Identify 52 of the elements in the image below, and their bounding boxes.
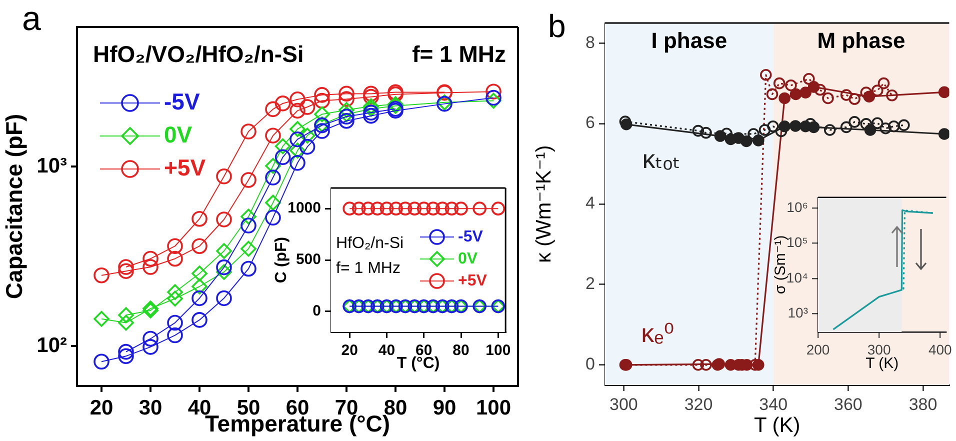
y-axis-title: C (pF) bbox=[273, 236, 290, 284]
y-tick-label: 0 bbox=[586, 354, 595, 374]
x-tick-label: 40 bbox=[378, 342, 396, 360]
x-tick-label: 300 bbox=[610, 394, 638, 414]
y-tick-label: 10⁵ bbox=[786, 234, 808, 250]
y-tick-label: 8 bbox=[586, 32, 595, 52]
y-tick-label: 10⁴ bbox=[786, 269, 808, 286]
x-tick-label: 20 bbox=[90, 396, 114, 420]
legend-label: -5V bbox=[458, 228, 484, 246]
x-tick-label: 100 bbox=[486, 342, 511, 360]
annotation: HfO₂/n-Si bbox=[336, 235, 404, 252]
x-tick-label: 380 bbox=[908, 394, 938, 414]
series-label: κₜₒₜ bbox=[642, 144, 680, 174]
y-axis-title: κ (Wm⁻¹K⁻¹) bbox=[532, 145, 556, 263]
y-tick-label: 10³ bbox=[788, 304, 808, 320]
annotation: HfO₂/VO₂/HfO₂/n-Si bbox=[93, 41, 304, 67]
legend-label: -5V bbox=[164, 88, 200, 114]
x-tick-label: 100 bbox=[476, 396, 512, 420]
x-tick-label: 360 bbox=[834, 394, 862, 414]
y-tick-label: 0 bbox=[312, 302, 321, 320]
chart-title: a bbox=[22, 0, 41, 38]
chart-title: b bbox=[548, 8, 566, 44]
y-tick-label: 10³ bbox=[36, 154, 67, 178]
x-tick-label: 340 bbox=[759, 394, 788, 414]
y-tick-label: 500 bbox=[296, 251, 321, 268]
x-tick-label: 400 bbox=[928, 341, 952, 358]
legend-label: 0V bbox=[164, 121, 193, 148]
y-tick-label: 10² bbox=[36, 334, 67, 357]
x-tick-label: 300 bbox=[867, 341, 891, 358]
band-label: I phase bbox=[651, 28, 728, 54]
legend-label: +5V bbox=[164, 154, 206, 180]
y-axis-title: Capacitance (pF) bbox=[1, 114, 28, 300]
x-tick-label: 20 bbox=[341, 342, 358, 360]
x-axis-title: T (K) bbox=[866, 355, 899, 372]
series-label: κₑ⁰ bbox=[641, 318, 674, 348]
x-tick-label: 30 bbox=[138, 396, 162, 420]
x-tick-label: 200 bbox=[806, 341, 830, 358]
legend-label: 0V bbox=[458, 250, 478, 268]
y-tick-label: 4 bbox=[586, 194, 595, 213]
y-tick-label: 1000 bbox=[288, 200, 321, 217]
legend-label: +5V bbox=[458, 272, 488, 290]
band-label: M phase bbox=[817, 28, 906, 54]
x-tick-label: 80 bbox=[452, 342, 470, 360]
x-tick-label: 90 bbox=[432, 396, 456, 420]
x-axis-title: T (K) bbox=[754, 414, 800, 438]
y-tick-label: 10⁶ bbox=[786, 198, 808, 215]
x-tick-label: 50 bbox=[236, 396, 260, 420]
y-tick-label: 2 bbox=[586, 274, 595, 294]
y-tick-label: 6 bbox=[586, 113, 595, 132]
annotation: f= 1 MHz bbox=[336, 260, 400, 277]
annotation: f= 1 MHz bbox=[412, 41, 506, 67]
x-tick-label: 320 bbox=[684, 394, 713, 414]
